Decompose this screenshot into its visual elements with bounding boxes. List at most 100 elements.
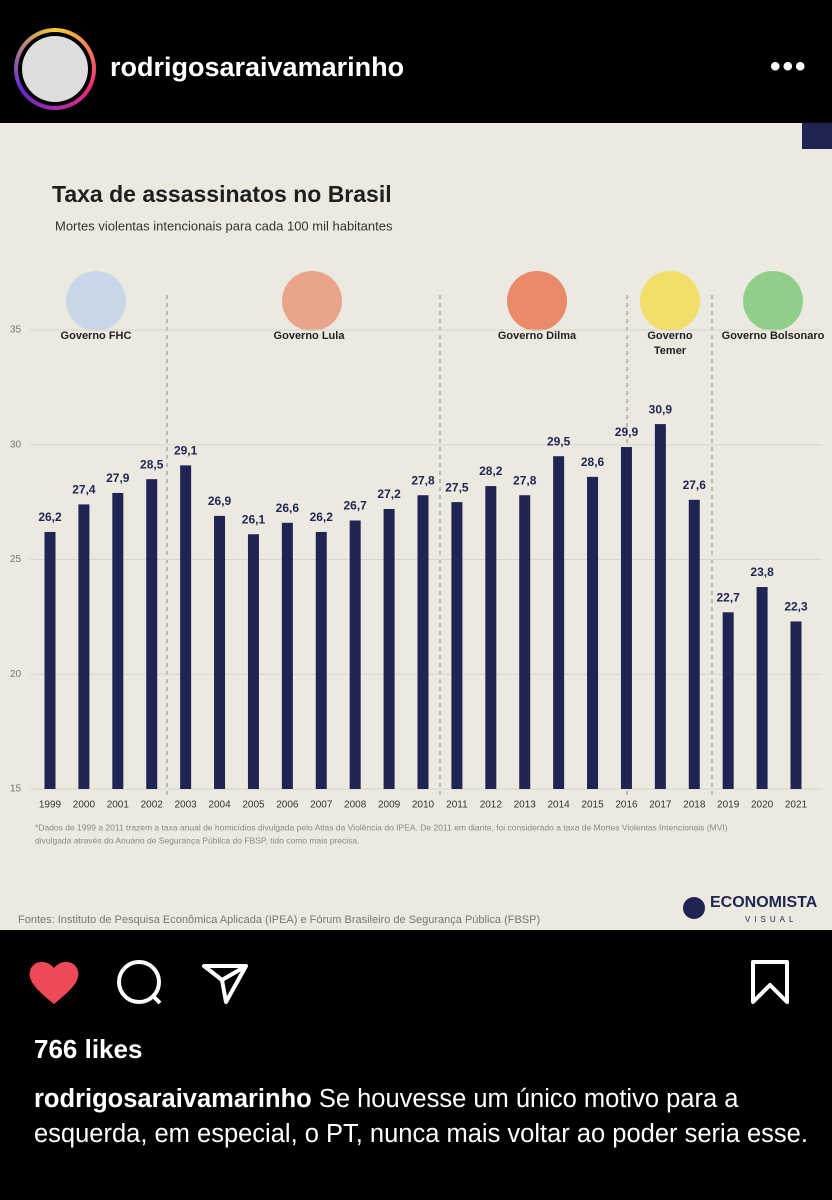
bar xyxy=(519,495,531,789)
value-label: 27,2 xyxy=(377,487,401,501)
bar xyxy=(78,504,90,789)
x-tick-label: 2004 xyxy=(208,800,231,811)
x-tick-label: 2017 xyxy=(649,800,672,811)
bar xyxy=(281,522,293,789)
government-label: Governo Bolsonaro xyxy=(722,330,825,342)
x-tick-label: 2014 xyxy=(548,800,571,811)
bar xyxy=(349,520,361,789)
bar xyxy=(247,534,259,789)
bar xyxy=(417,495,429,789)
bar xyxy=(722,612,734,789)
value-label: 27,8 xyxy=(513,473,537,487)
x-tick-label: 2009 xyxy=(378,800,401,811)
logo-icon xyxy=(683,897,705,919)
value-label: 27,4 xyxy=(72,483,96,497)
like-button[interactable] xyxy=(28,958,84,1008)
bar xyxy=(688,499,700,789)
x-tick-label: 2011 xyxy=(446,800,468,811)
x-tick-label: 2016 xyxy=(615,800,638,811)
value-label: 27,5 xyxy=(445,480,469,494)
bar xyxy=(180,465,192,789)
corner-mark xyxy=(802,123,832,149)
username[interactable]: rodrigosaraivamarinho xyxy=(110,52,405,82)
x-tick-label: 2013 xyxy=(514,800,537,811)
x-tick-label: 2019 xyxy=(717,800,740,811)
value-label: 22,3 xyxy=(784,600,808,614)
value-label: 26,7 xyxy=(344,499,368,513)
source: Fontes: Instituto de Pesquisa Econômica … xyxy=(18,914,540,926)
y-tick-label: 25 xyxy=(10,554,22,565)
caption-text: Se houvesse um único motivo para a esque… xyxy=(34,1085,808,1148)
x-tick-label: 1999 xyxy=(39,800,62,811)
bar xyxy=(146,479,158,789)
caption-username[interactable]: rodrigosaraivamarinho xyxy=(34,1085,312,1113)
y-tick-label: 35 xyxy=(10,325,22,336)
bar xyxy=(587,476,599,789)
chart-title: Taxa de assassinatos no Brasil xyxy=(52,181,392,207)
bar xyxy=(451,502,463,789)
x-tick-label: 2003 xyxy=(175,800,198,811)
bar xyxy=(756,587,768,789)
government-label: Governo Dilma xyxy=(498,330,577,342)
x-tick-label: 2012 xyxy=(480,800,503,811)
portraits xyxy=(66,271,803,331)
y-tick-label: 30 xyxy=(10,439,22,450)
value-label: 23,8 xyxy=(750,565,774,579)
bar xyxy=(620,447,632,789)
bar xyxy=(654,424,666,789)
x-tick-label: 2018 xyxy=(683,800,706,811)
likes-count[interactable]: 766 likes xyxy=(34,1034,143,1064)
x-tick-label: 2002 xyxy=(141,800,164,811)
value-label: 28,2 xyxy=(479,464,503,478)
y-tick-label: 20 xyxy=(10,669,22,680)
value-label: 29,1 xyxy=(174,444,198,458)
bar xyxy=(553,456,565,789)
government-label: Temer xyxy=(654,345,687,357)
value-label: 26,6 xyxy=(276,501,300,515)
bar xyxy=(112,492,124,789)
x-tick-label: 2008 xyxy=(344,800,367,811)
x-tick-label: 2005 xyxy=(242,800,265,811)
value-label: 26,9 xyxy=(208,494,232,508)
logo-text: ECONOMISTA xyxy=(710,894,818,911)
caption: rodrigosaraivamarinho Se houvesse um úni… xyxy=(34,1082,814,1152)
y-tick-label: 15 xyxy=(10,784,22,795)
x-tick-label: 2006 xyxy=(276,800,299,811)
bar xyxy=(315,531,327,789)
value-label: 27,8 xyxy=(411,473,435,487)
bar xyxy=(383,509,395,789)
avatar[interactable] xyxy=(14,28,96,110)
x-tick-label: 2020 xyxy=(751,800,774,811)
footnote: *Dados de 1999 a 2011 trazem a taxa anua… xyxy=(35,822,728,832)
value-label: 30,9 xyxy=(649,402,673,416)
x-tick-label: 2021 xyxy=(785,800,808,811)
logo-text: VISUAL xyxy=(745,915,797,924)
share-button[interactable] xyxy=(200,958,252,1008)
value-label: 26,2 xyxy=(310,510,334,524)
value-label: 27,9 xyxy=(106,471,130,485)
x-tick-label: 2001 xyxy=(107,800,130,811)
value-label: 28,6 xyxy=(581,455,605,469)
save-button[interactable] xyxy=(748,958,794,1008)
chart-subtitle: Mortes violentas intencionais para cada … xyxy=(55,218,393,233)
comment-button[interactable] xyxy=(114,958,166,1008)
value-label: 29,5 xyxy=(547,434,571,448)
x-tick-label: 2010 xyxy=(412,800,435,811)
x-tick-label: 2015 xyxy=(581,800,604,811)
bar xyxy=(44,531,56,789)
bar xyxy=(485,486,497,789)
footnote: divulgada através do Anuário de Seguranç… xyxy=(35,835,359,845)
value-label: 26,2 xyxy=(38,510,62,524)
chart-image: Taxa de assassinatos no Brasil Mortes vi… xyxy=(0,123,832,930)
bar xyxy=(214,515,226,789)
government-label: Governo Lula xyxy=(274,330,346,342)
bar xyxy=(790,621,802,789)
x-tick-label: 2007 xyxy=(310,800,333,811)
value-label: 26,1 xyxy=(242,512,266,526)
value-label: 28,5 xyxy=(140,457,164,471)
value-label: 22,7 xyxy=(717,590,741,604)
value-label: 29,9 xyxy=(615,425,639,439)
x-tick-label: 2000 xyxy=(73,800,96,811)
more-button[interactable]: ••• xyxy=(770,50,808,83)
